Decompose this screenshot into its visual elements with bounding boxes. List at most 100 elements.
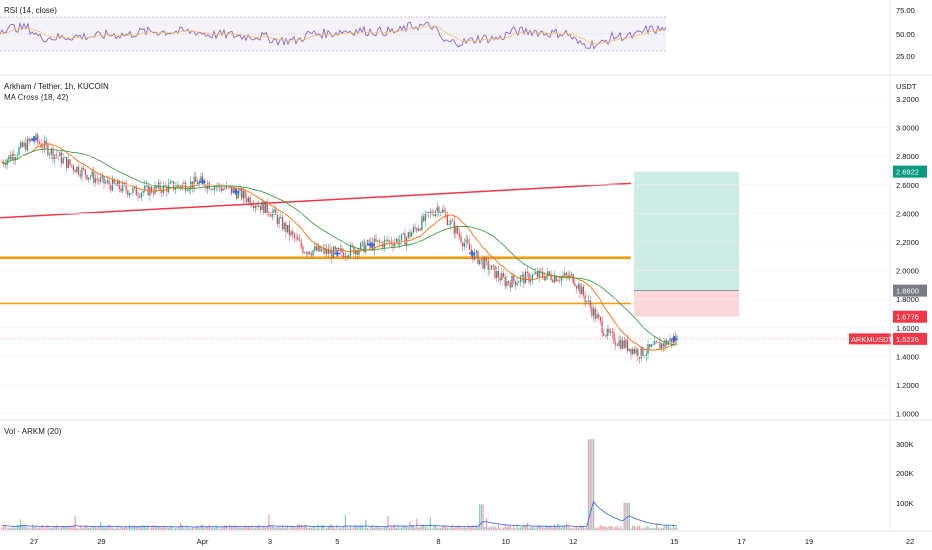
volume-bar bbox=[385, 526, 387, 530]
volume-bar bbox=[555, 526, 557, 530]
candle bbox=[411, 232, 413, 237]
price-axis[interactable]: 3.2000 3.0000 2.8000 2.6000 2.4000 2.2000 2.00… bbox=[0, 95, 919, 419]
time-tick: 29 bbox=[97, 537, 105, 546]
candle bbox=[173, 181, 175, 190]
candle bbox=[620, 340, 622, 349]
candle bbox=[28, 138, 30, 142]
volume-bar bbox=[564, 524, 566, 530]
volume-bar bbox=[151, 526, 153, 530]
volume-bar bbox=[397, 525, 399, 530]
volume-bar bbox=[644, 528, 646, 530]
volume-bar bbox=[618, 528, 620, 530]
volume-bar bbox=[79, 525, 81, 530]
volume-bar bbox=[411, 525, 413, 530]
volume-bar bbox=[412, 526, 414, 530]
candle bbox=[290, 231, 292, 236]
candle bbox=[288, 225, 290, 236]
volume-bar bbox=[217, 527, 219, 530]
volume-bar bbox=[538, 524, 540, 530]
candle bbox=[4, 164, 6, 166]
volume-bar bbox=[576, 526, 578, 530]
candle bbox=[649, 344, 651, 348]
volume-bar bbox=[215, 525, 217, 530]
candle bbox=[547, 271, 549, 276]
candle bbox=[526, 271, 528, 273]
candle bbox=[414, 227, 416, 229]
volume-bar bbox=[256, 526, 258, 530]
candle bbox=[499, 277, 501, 281]
candle bbox=[570, 274, 573, 275]
candle bbox=[49, 153, 51, 156]
candle bbox=[508, 281, 510, 284]
candle bbox=[127, 190, 129, 196]
candle bbox=[502, 273, 505, 277]
volume-bar bbox=[661, 527, 663, 530]
candle bbox=[161, 190, 163, 193]
candle bbox=[232, 188, 234, 194]
candle bbox=[545, 275, 547, 281]
candle bbox=[630, 348, 632, 355]
volume-bar bbox=[530, 526, 532, 530]
rsi-tick: 25.00 bbox=[896, 52, 915, 61]
candle bbox=[343, 252, 345, 258]
volume-bar bbox=[676, 527, 678, 530]
volume-bar bbox=[166, 526, 168, 530]
volume-bar bbox=[32, 524, 34, 530]
candle bbox=[151, 186, 153, 193]
candle bbox=[662, 343, 664, 347]
candle bbox=[283, 223, 285, 230]
volume-bar bbox=[363, 528, 365, 530]
candle bbox=[149, 186, 151, 196]
volume-bar bbox=[258, 524, 260, 530]
candle bbox=[618, 340, 620, 346]
volume-bar bbox=[253, 528, 255, 530]
candle bbox=[628, 348, 630, 351]
candle bbox=[610, 331, 612, 333]
candle bbox=[268, 212, 270, 215]
volume-bar bbox=[28, 528, 30, 530]
candle bbox=[105, 182, 107, 184]
volume-bar bbox=[511, 528, 513, 530]
candle bbox=[23, 142, 25, 147]
volume-bar bbox=[637, 526, 639, 530]
candle bbox=[577, 284, 579, 289]
volume-bar bbox=[518, 527, 520, 530]
candle bbox=[207, 183, 209, 189]
candle bbox=[271, 212, 273, 217]
volume-bar bbox=[400, 527, 403, 530]
position-loss-zone[interactable] bbox=[634, 290, 739, 317]
volume-bar bbox=[42, 524, 44, 530]
volume-bar bbox=[283, 527, 285, 530]
volume-bar bbox=[424, 526, 426, 530]
candle bbox=[84, 169, 86, 175]
volume-bar bbox=[290, 526, 292, 530]
volume-bar bbox=[8, 528, 10, 530]
candle bbox=[125, 184, 127, 191]
candle bbox=[373, 238, 375, 250]
price-tag-bg bbox=[893, 165, 927, 178]
volume-bar bbox=[372, 525, 374, 530]
volume-bar bbox=[470, 526, 472, 530]
resistance-line[interactable] bbox=[0, 182, 631, 219]
volume-bar bbox=[280, 527, 282, 530]
volume-bar bbox=[339, 527, 341, 530]
candle bbox=[637, 349, 639, 357]
volume-bar bbox=[196, 525, 199, 530]
time-axis[interactable]: 27 29 Apr 3 5 8 10 12 15 17 19 22 bbox=[30, 537, 915, 546]
volume-bar bbox=[479, 504, 481, 530]
volume-bar bbox=[382, 528, 384, 530]
candle bbox=[555, 275, 557, 282]
position-profit-zone[interactable] bbox=[634, 171, 739, 291]
candle bbox=[584, 295, 586, 302]
price-tick: 2.6000 bbox=[896, 181, 919, 190]
volume-bar bbox=[139, 527, 141, 530]
candle bbox=[438, 207, 440, 214]
volume-bar bbox=[344, 514, 346, 530]
volume-bar bbox=[227, 528, 229, 530]
volume-bar bbox=[535, 528, 537, 530]
volume-bar bbox=[247, 525, 250, 530]
time-tick: 19 bbox=[805, 537, 813, 546]
candle bbox=[81, 168, 83, 177]
volume-bar bbox=[62, 525, 64, 530]
